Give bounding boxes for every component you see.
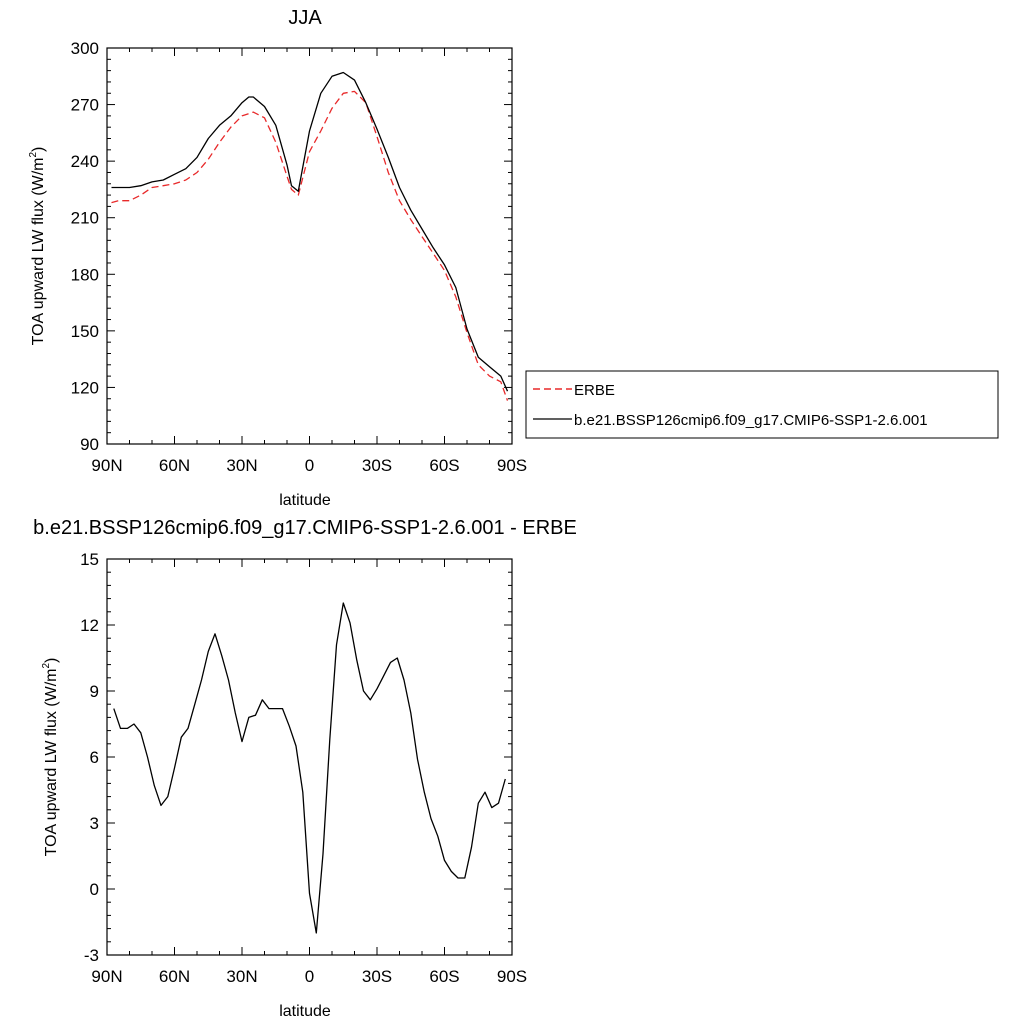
bottom-y-tick-label: 12 (80, 616, 99, 635)
bottom-x-axis-label: latitude (279, 1003, 331, 1020)
top-x-axis-label: latitude (279, 492, 331, 509)
top-y-tick-label: 90 (80, 435, 99, 454)
top-chart-title: JJA (288, 7, 322, 29)
top-y-tick-label: 270 (71, 96, 99, 115)
bottom-y-tick-label: 3 (90, 814, 99, 833)
top-x-tick-label: 30S (362, 456, 392, 475)
bottom-y-axis-label: TOA upward LW flux (W/m2) (41, 658, 60, 857)
bottom-series-line-0 (113, 602, 506, 934)
bottom-chart-title: b.e21.BSSP126cmip6.f09_g17.CMIP6-SSP1-2.… (33, 517, 577, 539)
legend-label-model: b.e21.BSSP126cmip6.f09_g17.CMIP6-SSP1-2.… (574, 412, 928, 429)
bottom-x-tick-label: 60N (159, 967, 190, 986)
bottom-axis-ticks: 90N 60N 30N 0 30S 60S 90S -3 0 3 6 9 12 15 (80, 550, 527, 986)
bottom-y-tick-label: 9 (90, 682, 99, 701)
bottom-x-tick-label: 90S (497, 967, 527, 986)
top-series-lines (111, 71, 509, 401)
top-x-tick-label: 30N (226, 456, 257, 475)
bottom-y-tick-label: 0 (90, 880, 99, 899)
panel-top: JJA 90N 60N 30N 0 30S 60S 90S 90 120 150 180 210 240… (28, 7, 527, 509)
top-y-tick-label: 150 (71, 322, 99, 341)
bottom-y-tick-label: 6 (90, 748, 99, 767)
bottom-series-lines (113, 602, 506, 934)
top-y-tick-label: 120 (71, 378, 99, 397)
bottom-y-tick-label: 15 (80, 550, 99, 569)
legend: ERBE b.e21.BSSP126cmip6.f09_g17.CMIP6-SS… (525, 370, 999, 439)
legend-label-erbe: ERBE (574, 382, 615, 399)
bottom-x-tick-label: 90N (91, 967, 122, 986)
top-series-line-0 (111, 90, 509, 401)
top-x-tick-label: 60S (429, 456, 459, 475)
bottom-x-tick-label: 30N (226, 967, 257, 986)
top-y-tick-label: 180 (71, 265, 99, 284)
legend-box (525, 370, 999, 439)
top-axis-ticks: 90N 60N 30N 0 30S 60S 90S 90 120 150 180 210 240 270 3… (71, 39, 528, 475)
top-plot-frame (106, 47, 513, 445)
top-series-line-1 (111, 71, 509, 392)
top-y-axis-label: TOA upward LW flux (W/m2) (28, 147, 47, 346)
top-x-tick-label: 0 (305, 456, 314, 475)
top-x-tick-label: 60N (159, 456, 190, 475)
top-x-tick-label: 90N (91, 456, 122, 475)
top-y-tick-label: 240 (71, 152, 99, 171)
top-x-tick-label: 90S (497, 456, 527, 475)
bottom-x-tick-label: 0 (305, 967, 314, 986)
panel-bottom: b.e21.BSSP126cmip6.f09_g17.CMIP6-SSP1-2.… (33, 517, 577, 1020)
bottom-y-tick-label: -3 (84, 946, 99, 965)
bottom-x-tick-label: 60S (429, 967, 459, 986)
top-y-tick-label: 300 (71, 39, 99, 58)
bottom-x-tick-label: 30S (362, 967, 392, 986)
top-y-tick-label: 210 (71, 209, 99, 228)
